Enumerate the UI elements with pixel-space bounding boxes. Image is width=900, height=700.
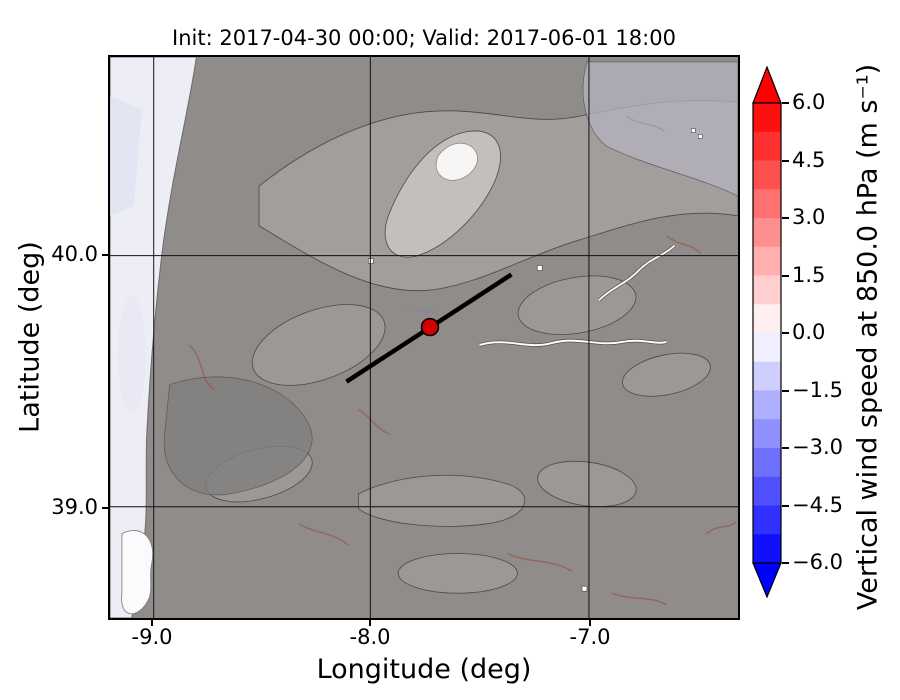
colorbar-band [753, 131, 781, 161]
colorbar-tick-mark [782, 504, 789, 507]
colorbar-tick-label: 4.5 [792, 147, 826, 172]
colorbar-tick-label: −1.5 [792, 377, 843, 402]
colorbar-tick-mark [782, 389, 789, 392]
colorbar-band [753, 448, 781, 478]
white-peak [435, 142, 478, 181]
colorbar-arrow-bottom [752, 562, 782, 598]
colorbar-tick-label: −4.5 [792, 492, 843, 517]
colorbar-band [753, 275, 781, 305]
y-axis-label: Latitude (deg) [14, 241, 46, 433]
x-tick-label: -9.0 [131, 625, 173, 649]
plot-title: Init: 2017-04-30 00:00; Valid: 2017-06-0… [172, 26, 676, 50]
colorbar-tick-mark [782, 562, 789, 564]
colorbar-band [753, 218, 781, 248]
x-tick-label: -7.0 [569, 625, 611, 649]
colorbar-tick-label: 0.0 [792, 320, 826, 344]
x-tick-mark [589, 620, 591, 626]
downdraft-streaks [407, 116, 665, 316]
colorbar-tick-mark [782, 447, 789, 449]
x-axis-label: Longitude (deg) [316, 654, 532, 685]
colorbar-label: Vertical wind speed at 850.0 hPa (m s⁻¹) [852, 63, 884, 611]
colorbar [752, 66, 782, 598]
colorbar-band [753, 189, 781, 219]
colorbar-band [753, 333, 781, 363]
colorbar-band [753, 361, 781, 391]
station-marker [420, 317, 440, 337]
colorbar-band [753, 390, 781, 420]
ocean-blue-tint [110, 96, 142, 216]
colorbar-tick-mark [782, 102, 789, 104]
colorbar-tick-label: 6.0 [792, 90, 826, 114]
terrain-contours [163, 61, 738, 594]
colorbar-tick-label: 1.5 [792, 262, 826, 287]
colorbar-band [753, 103, 781, 133]
x-tick-mark [151, 620, 153, 626]
ocean-blue-tint [117, 295, 146, 415]
updraft-streaks [189, 235, 737, 606]
colorbar-tick-label: −6.0 [792, 550, 843, 574]
colorbar-tick-label: −3.0 [792, 435, 843, 459]
y-tick-mark [102, 507, 108, 509]
y-tick-mark [102, 254, 108, 256]
x-tick-label: -8.0 [349, 625, 391, 649]
colorbar-band [753, 534, 781, 564]
colorbar-tick-mark [782, 217, 789, 219]
colorbar-band [753, 160, 781, 190]
colorbar-band [753, 505, 781, 535]
colorbar-tick-mark [782, 332, 789, 334]
colorbar-bands [753, 103, 781, 564]
colorbar-tick-mark [782, 274, 789, 277]
y-tick-label: 39.0 [51, 495, 98, 519]
colorbar-band [753, 476, 781, 506]
river-lines [479, 244, 676, 347]
grid-lines [110, 57, 738, 618]
x-tick-mark [369, 620, 371, 626]
colorbar-band [753, 246, 781, 276]
colorbar-band [753, 419, 781, 449]
map-axes [108, 55, 740, 620]
colorbar-band [753, 304, 781, 334]
y-tick-label: 40.0 [51, 242, 98, 266]
colorbar-tick-label: 3.0 [792, 205, 826, 229]
estuary-white [121, 530, 154, 615]
colorbar-arrow-top [752, 66, 782, 104]
map-canvas [110, 57, 738, 618]
colorbar-tick-mark [782, 159, 789, 162]
